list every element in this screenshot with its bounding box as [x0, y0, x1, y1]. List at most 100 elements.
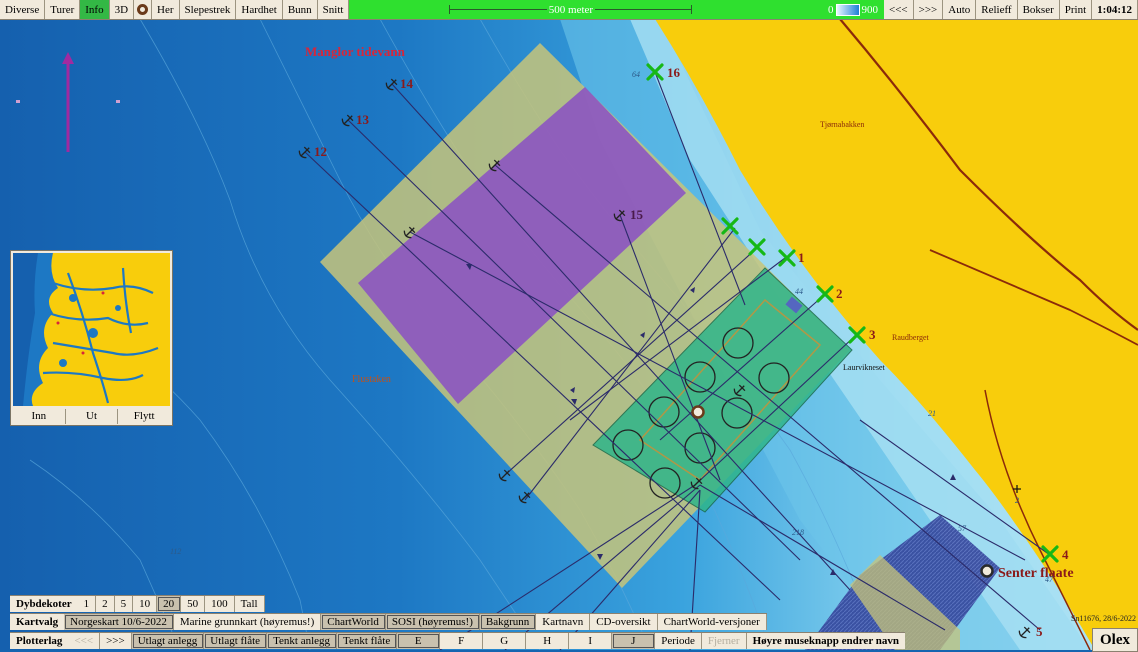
kartvalg-button-3[interactable]: SOSI (høyremus!) — [385, 614, 480, 630]
dybdekote-button-1[interactable]: 2 — [96, 596, 115, 612]
line-arrows — [466, 264, 956, 575]
map-title: Manglor tidevann — [305, 44, 406, 59]
mooring-lines — [304, 71, 1051, 650]
clock: 1:04:12 — [1092, 0, 1138, 19]
target-ring-icon — [137, 4, 149, 15]
svg-text:57: 57 — [958, 524, 967, 533]
svg-text:112: 112 — [170, 547, 181, 556]
dybdekote-button-0[interactable]: 1 — [78, 596, 97, 612]
plotterlag-bar: Plotterlag <<< >>> Utlagt anlegg Utlagt flå… — [10, 632, 905, 649]
menu-bokser[interactable]: Bokser — [1018, 0, 1060, 19]
dybdekote-button-3[interactable]: 10 — [133, 596, 158, 612]
plotterlag-button-12[interactable]: Periode — [655, 633, 702, 649]
kartvalg-button-4[interactable]: Bakgrunn — [479, 614, 537, 630]
target-ring-button[interactable] — [134, 0, 153, 19]
kartvalg-label: Kartvalg — [16, 616, 59, 628]
svg-text:64: 64 — [632, 70, 640, 79]
center-buoy-icon[interactable] — [691, 405, 705, 419]
marker-label-1: 1 — [798, 250, 805, 265]
north-arrow-icon[interactable] — [16, 52, 120, 152]
plotterlag-button-5[interactable]: Tenkt flåte — [337, 633, 398, 649]
senter-flaate-icon[interactable] — [980, 564, 994, 578]
move-button[interactable]: Flytt — [133, 410, 155, 422]
dybdekote-button-7[interactable]: Tall — [235, 596, 265, 612]
svg-text:21: 21 — [928, 409, 936, 418]
place-raudberget: Raudberget — [892, 333, 930, 342]
purple-zone — [358, 87, 686, 404]
anchor-label-13: 13 — [356, 112, 370, 127]
kartvalg-button-6[interactable]: CD-oversikt — [590, 614, 658, 630]
dybdekoter-bar: Dybdekoter 1 2 5 10 20 50 100 Tall — [10, 595, 265, 612]
svg-text:2: 2 — [1015, 496, 1019, 505]
plotterlag-button-1[interactable]: >>> — [100, 633, 132, 649]
road-3 — [984, 389, 1091, 650]
kartvalg-button-1[interactable]: Marine grunnkart (høyremus!) — [174, 614, 322, 630]
plotterlag-button-8[interactable]: G — [483, 633, 527, 649]
menu-hardhet[interactable]: Hardhet — [236, 0, 283, 19]
x-markers[interactable] — [646, 63, 1059, 563]
place-laurvikneset: Laurvikneset — [843, 363, 886, 372]
marker-label-16: 16 — [667, 65, 681, 80]
anchor-icons — [298, 78, 1031, 639]
anchor-label-15: 15 — [630, 207, 644, 222]
menu-print[interactable]: Print — [1060, 0, 1093, 19]
next-button[interactable]: >>> — [914, 0, 944, 19]
depth-range-indicator[interactable]: 0 900 — [792, 0, 884, 19]
depth-gradient-icon — [835, 3, 860, 16]
dybdekote-button-2[interactable]: 5 — [115, 596, 134, 612]
menu-her[interactable]: Her — [152, 0, 180, 19]
depth-max: 900 — [861, 3, 879, 16]
marker-label-4: 4 — [1062, 547, 1069, 562]
dybdekote-button-4[interactable]: 20 — [157, 596, 182, 612]
kartvalg-button-2[interactable]: ChartWorld — [321, 614, 386, 630]
olex-logo[interactable]: Olex — [1092, 628, 1138, 652]
inset-buttons: Inn Ut Flytt — [13, 409, 170, 424]
road-1 — [839, 18, 1138, 331]
marker-labels: 16 1 2 3 4 14 13 12 15 5 — [314, 65, 1069, 639]
menu-relieff[interactable]: Relieff — [976, 0, 1018, 19]
plotterlag-button-3[interactable]: Utlagt flåte — [204, 633, 268, 649]
menu-auto[interactable]: Auto — [943, 0, 977, 19]
depth-numbers: 64 44 21 112 218 57 47 2 — [170, 70, 1054, 584]
plotterlag-hint: Høyre museknapp endrer navn — [752, 635, 899, 647]
dybdekoter-label: Dybdekoter — [16, 598, 72, 610]
scale-label: 500 meter — [546, 3, 596, 16]
zoom-in-button[interactable]: Inn — [13, 409, 66, 424]
svg-text:44: 44 — [795, 287, 803, 296]
kartvalg-button-0[interactable]: Norgeskart 10/6-2022 — [64, 614, 174, 630]
menu-snitt[interactable]: Snitt — [318, 0, 350, 19]
svg-text:47: 47 — [1045, 575, 1054, 584]
senter-flaate-label: Senter flaate — [998, 566, 1074, 581]
plotterlag-button-11[interactable]: J — [612, 633, 656, 649]
plotterlag-button-13[interactable]: Fjerner — [702, 633, 747, 649]
kartvalg-button-7[interactable]: ChartWorld-versjoner — [658, 614, 767, 630]
map-credit: Sn11676, 28/6-2022 — [1070, 614, 1136, 623]
menu-3d[interactable]: 3D — [110, 0, 135, 19]
cross-mark-icon — [1013, 485, 1021, 493]
small-hatched-block — [785, 296, 803, 314]
plotterlag-button-2[interactable]: Utlagt anlegg — [131, 633, 205, 649]
hatched-zone-2 — [850, 555, 960, 650]
kartvalg-button-5[interactable]: Kartnavn — [536, 614, 591, 630]
menu-bunn[interactable]: Bunn — [283, 0, 318, 19]
road-2 — [929, 249, 1138, 346]
menu-info[interactable]: Info — [80, 0, 110, 19]
plotterlag-button-6[interactable]: E — [397, 633, 441, 649]
menu-diverse[interactable]: Diverse — [0, 0, 46, 19]
plotterlag-button-0[interactable]: <<< — [68, 633, 101, 649]
plotterlag-button-4[interactable]: Tenkt anlegg — [267, 633, 338, 649]
plotterlag-button-10[interactable]: I — [569, 633, 613, 649]
dybdekote-button-5[interactable]: 50 — [181, 596, 206, 612]
dybdekote-button-6[interactable]: 100 — [205, 596, 235, 612]
menu-slepestrek[interactable]: Slepestrek — [180, 0, 237, 19]
marker-label-2: 2 — [836, 286, 843, 301]
plotterlag-button-7[interactable]: F — [440, 633, 484, 649]
prev-button[interactable]: <<< — [884, 0, 914, 19]
menu-turer[interactable]: Turer — [45, 0, 81, 19]
overview-map[interactable] — [13, 253, 170, 406]
zoom-out-button[interactable]: Ut — [66, 409, 119, 424]
depth-min: 0 — [828, 3, 834, 16]
plotterlag-button-9[interactable]: H — [526, 633, 570, 649]
kartvalg-bar: Kartvalg Norgeskart 10/6-2022 Marine grun… — [10, 613, 767, 630]
